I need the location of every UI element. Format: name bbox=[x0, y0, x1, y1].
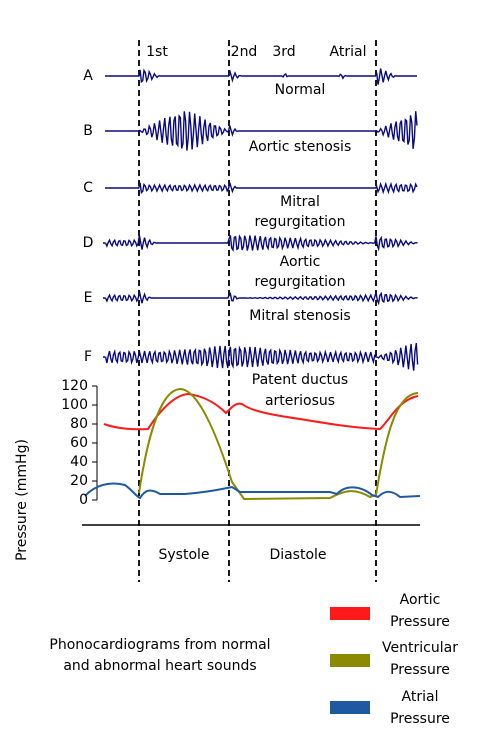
row-label: Aortic bbox=[280, 254, 321, 270]
phase-label: Diastole bbox=[269, 547, 326, 563]
row-label: Mitral stenosis bbox=[249, 308, 350, 324]
row-label: Mitral bbox=[280, 194, 320, 210]
legend-label: Pressure bbox=[390, 711, 450, 727]
waveform bbox=[105, 68, 417, 85]
row-letter: A bbox=[83, 68, 93, 84]
row-letter: E bbox=[84, 290, 93, 306]
waveform bbox=[103, 291, 418, 306]
y-tick-label: 60 bbox=[70, 435, 88, 451]
phase-label: Systole bbox=[158, 547, 209, 563]
row-letter: F bbox=[84, 349, 92, 365]
sound-label: 3rd bbox=[272, 44, 295, 60]
legend-label: Atrial bbox=[402, 689, 439, 705]
row-label: Patent ductus bbox=[252, 372, 348, 388]
legend-label: Ventricular bbox=[382, 640, 458, 656]
row-letter: D bbox=[83, 235, 94, 251]
row-label: regurgitation bbox=[255, 274, 346, 290]
y-tick-label: 40 bbox=[70, 454, 88, 470]
legend-label: Pressure bbox=[390, 662, 450, 678]
waveform bbox=[105, 181, 418, 195]
waveform bbox=[103, 342, 419, 371]
sound-label: 2nd bbox=[231, 44, 258, 60]
row-label: Normal bbox=[275, 82, 326, 98]
atrial-pressure-curve bbox=[84, 482, 421, 500]
row-letter: C bbox=[83, 180, 93, 196]
y-tick-label: 20 bbox=[70, 473, 88, 489]
row-label: arteriosus bbox=[265, 393, 335, 409]
row-label: Aortic stenosis bbox=[249, 139, 352, 155]
caption: and abnormal heart sounds bbox=[63, 658, 256, 674]
y-tick-label: 100 bbox=[61, 397, 88, 413]
y-axis-label: Pressure (mmHg) bbox=[14, 439, 30, 561]
caption: Phonocardiograms from normal bbox=[49, 637, 270, 653]
y-tick-label: 120 bbox=[61, 378, 88, 394]
legend-swatch bbox=[330, 654, 370, 667]
aortic-pressure-curve bbox=[103, 392, 419, 431]
y-tick-label: 0 bbox=[79, 492, 88, 508]
waveform bbox=[105, 111, 418, 151]
row-letter: B bbox=[83, 123, 93, 139]
legend-label: Aortic bbox=[400, 592, 441, 608]
legend-swatch bbox=[330, 607, 370, 620]
legend-swatch bbox=[330, 701, 370, 714]
legend-label: Pressure bbox=[390, 614, 450, 630]
sound-label: 1st bbox=[146, 44, 168, 60]
y-tick-label: 80 bbox=[70, 416, 88, 432]
waveform bbox=[103, 234, 418, 253]
ventricular-pressure-curve bbox=[138, 387, 419, 501]
row-label: regurgitation bbox=[255, 214, 346, 230]
pressure-curves bbox=[84, 387, 421, 501]
sound-label: Atrial bbox=[330, 44, 367, 60]
